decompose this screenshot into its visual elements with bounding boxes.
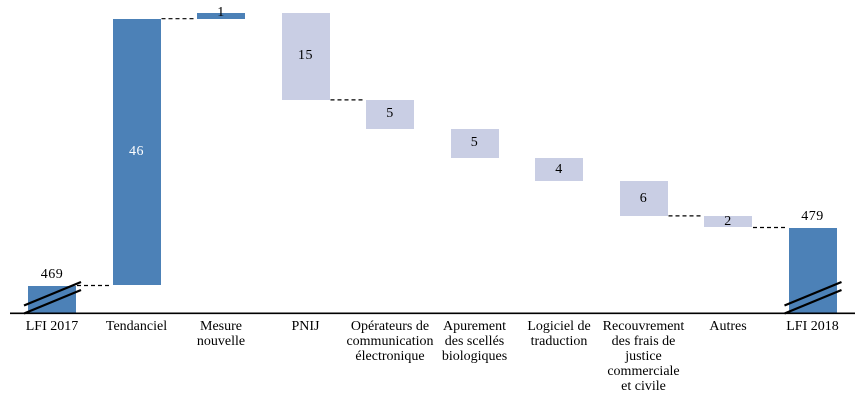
bar-pnij xyxy=(281,12,330,100)
bar-mesure-nouvelle xyxy=(197,12,245,19)
value-label-pnij: 15 xyxy=(298,48,313,64)
value-label-logiciel-traduction: 4 xyxy=(555,161,563,177)
bar-lfi-2017 xyxy=(28,285,76,313)
bar-lfi-2018 xyxy=(788,227,837,313)
category-label-mesure-nouvelle: Mesure nouvelle xyxy=(196,319,246,349)
bar-logiciel-traduction xyxy=(535,157,583,182)
value-label-apurement-scelles-biologiques: 5 xyxy=(470,135,479,151)
value-label-recouvrement-frais-justice: 6 xyxy=(639,190,648,206)
category-label-lfi-2017: LFI 2017 xyxy=(25,319,79,334)
category-label-autres: Autres xyxy=(709,319,747,334)
category-label-pnij: PNIJ xyxy=(291,319,320,334)
category-label-operateurs-communication-electronique: Opérateurs de communication électronique xyxy=(346,319,434,364)
category-label-tendanciel: Tendanciel xyxy=(105,319,168,334)
bar-autres xyxy=(704,215,752,228)
value-label-mesure-nouvelle: 1 xyxy=(217,4,225,20)
value-label-lfi-2017: 469 xyxy=(40,266,64,282)
value-label-operateurs-communication-electronique: 5 xyxy=(386,106,394,122)
value-label-tendanciel: 46 xyxy=(129,144,144,160)
bar-tendanciel xyxy=(112,18,161,286)
category-label-apurement-scelles-biologiques: Apurement des scellés biologiques xyxy=(441,319,508,364)
category-label-recouvrement-frais-justice: Recouvrement des frais de justice commer… xyxy=(602,319,685,394)
value-label-autres: 2 xyxy=(724,213,732,229)
value-label-lfi-2018: 479 xyxy=(801,208,824,224)
category-label-lfi-2018: LFI 2018 xyxy=(786,319,839,334)
category-label-logiciel-traduction: Logiciel de traduction xyxy=(527,319,591,349)
bar-recouvrement-frais-justice xyxy=(619,181,668,216)
bar-apurement-scelles-biologiques xyxy=(450,128,499,158)
bar-operateurs-communication-electronique xyxy=(366,99,414,129)
